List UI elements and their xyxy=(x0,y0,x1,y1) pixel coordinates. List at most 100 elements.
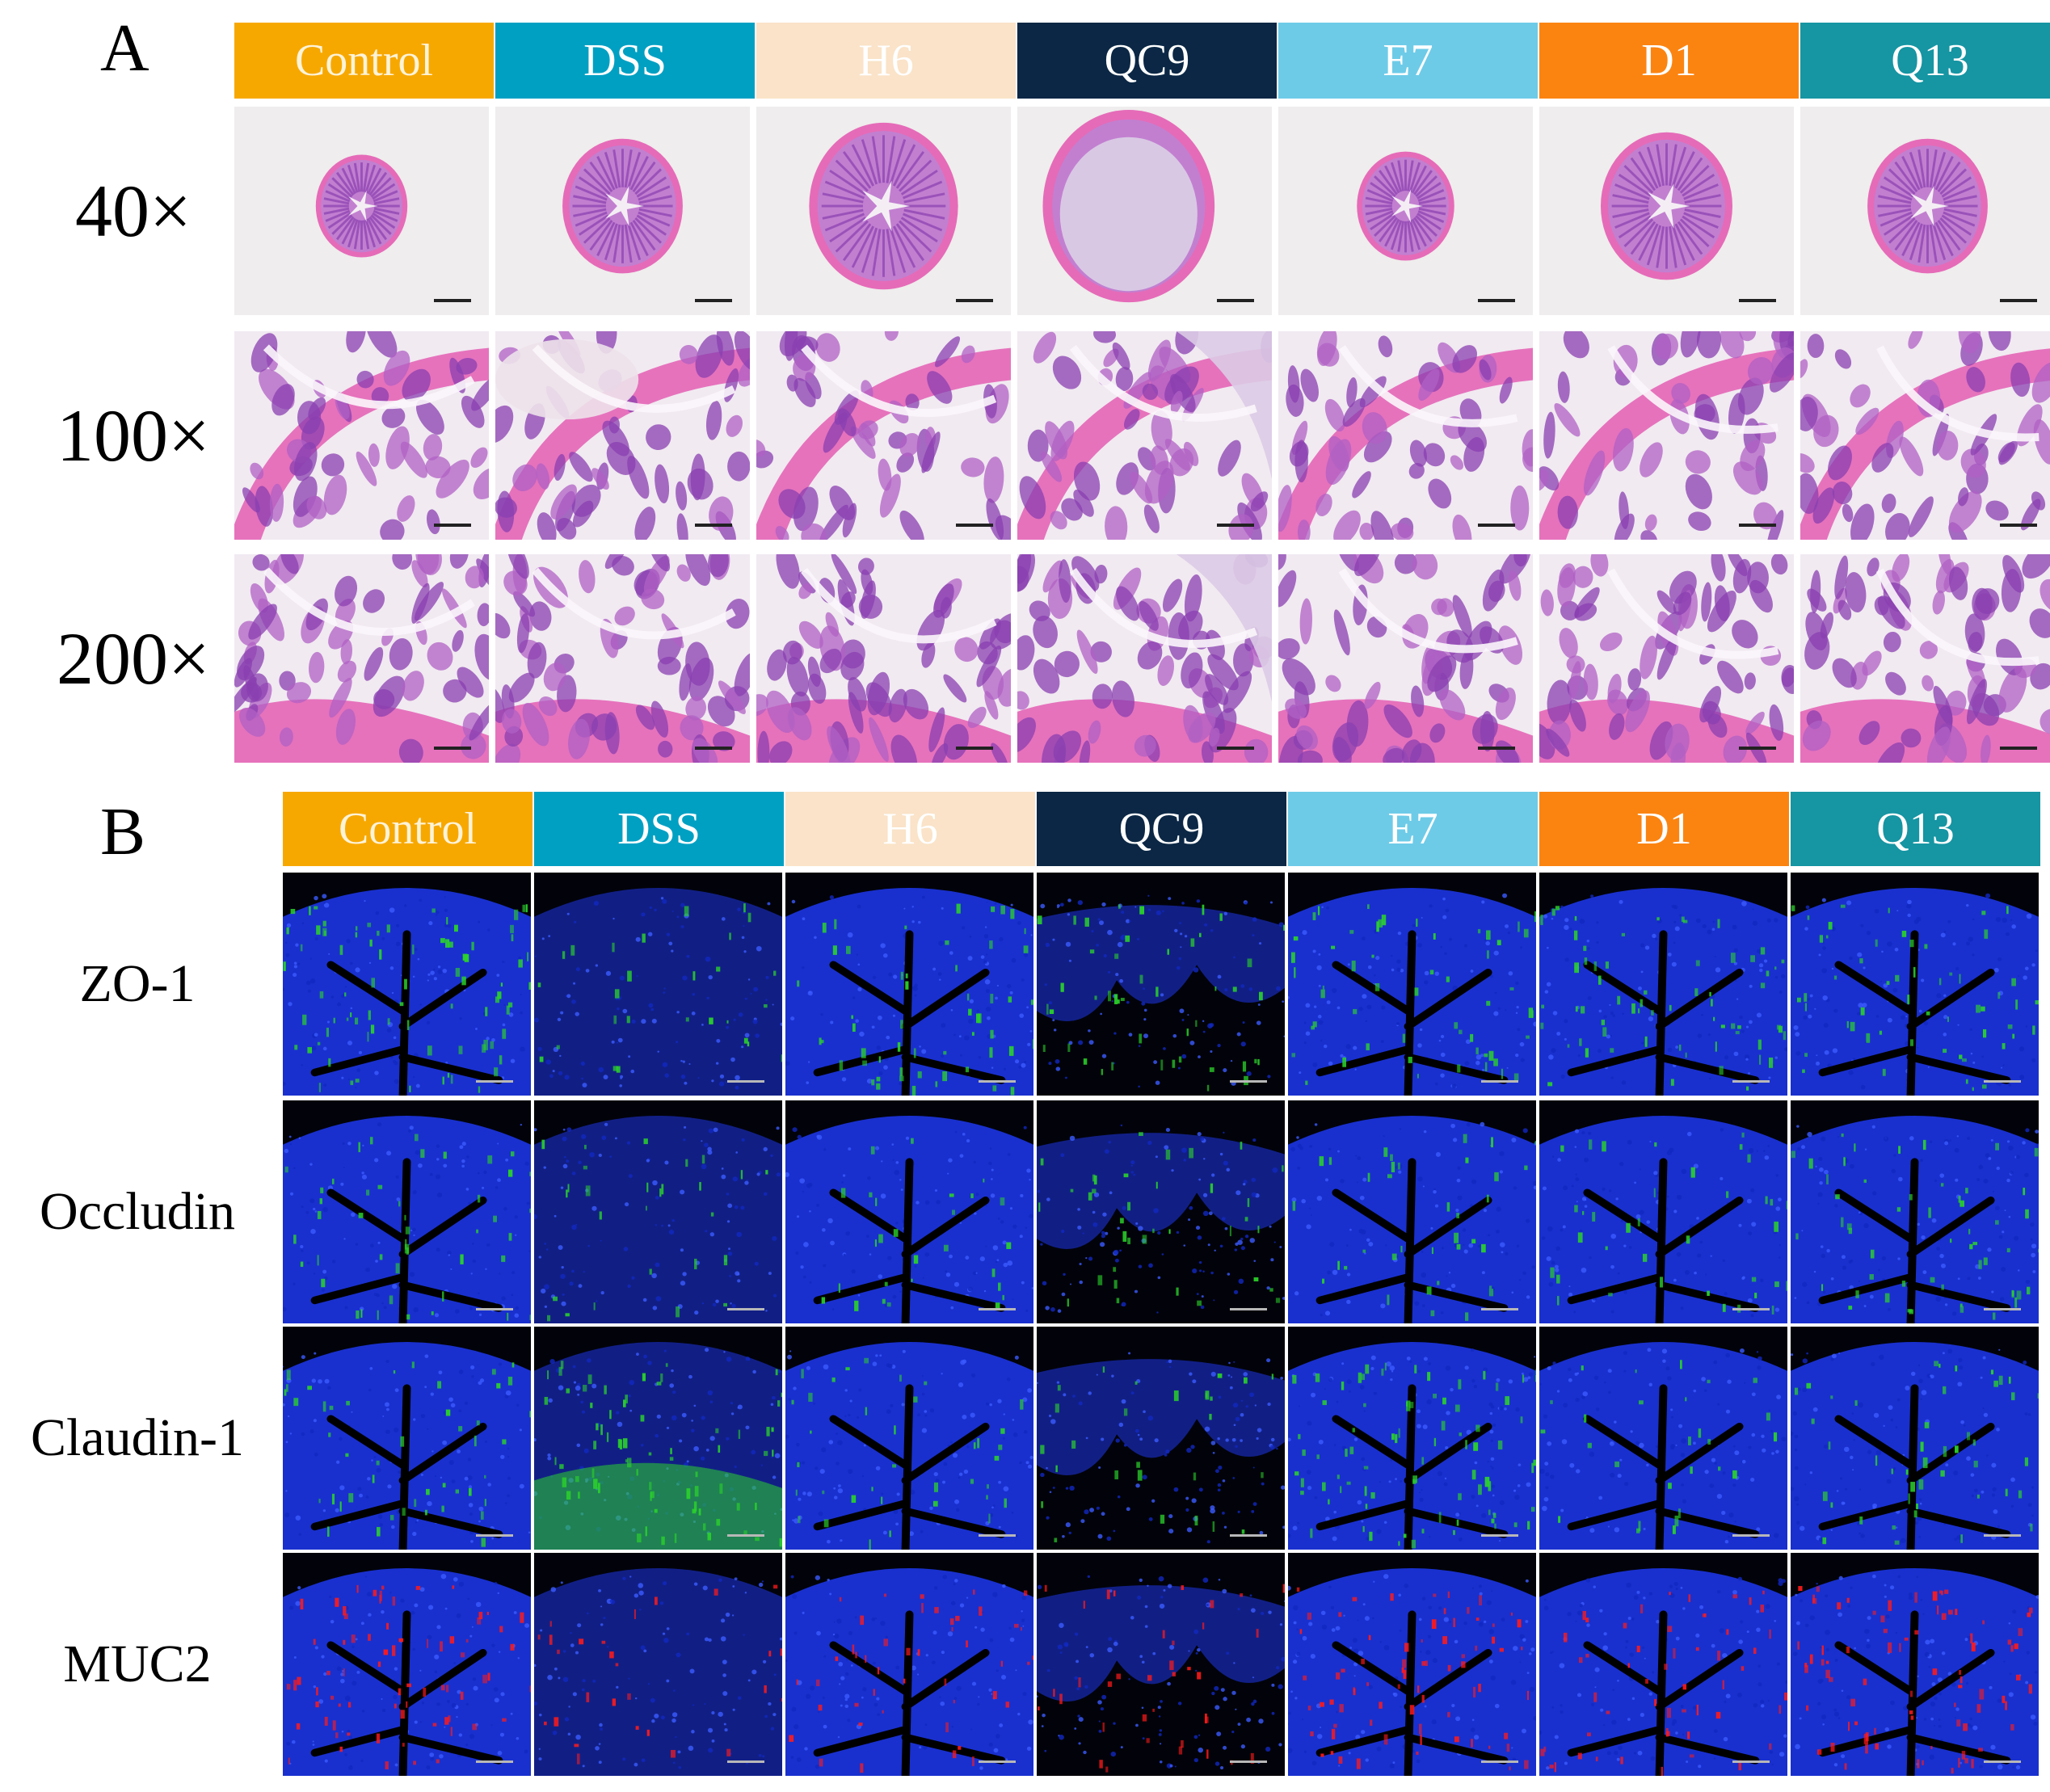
if-micrograph-image xyxy=(1539,888,1787,1096)
scale-bar xyxy=(2000,299,2037,302)
scale-bar xyxy=(1984,1534,2021,1537)
scale-bar xyxy=(1478,299,1515,302)
if-micrograph-r3-c4 xyxy=(1288,1553,1536,1776)
scale-bar xyxy=(979,1760,1016,1763)
he-micrograph-image xyxy=(756,331,1011,540)
scale-bar xyxy=(1481,1760,1518,1763)
if-micrograph-image xyxy=(1539,1568,1787,1776)
scale-bar xyxy=(1732,1760,1770,1763)
scale-bar xyxy=(695,747,732,750)
he-micrograph-image xyxy=(1539,554,1794,763)
if-micrograph-image xyxy=(283,1116,531,1323)
he-micrograph-r2-c3 xyxy=(1017,554,1272,763)
if-micrograph-r2-c3 xyxy=(1037,1327,1285,1550)
group-header-q13: Q13 xyxy=(1800,23,2050,99)
if-micrograph-r1-c6 xyxy=(1791,1100,2039,1323)
if-micrograph-r0-c0 xyxy=(283,873,531,1096)
scale-bar xyxy=(695,299,732,302)
scale-bar xyxy=(2000,524,2037,527)
he-micrograph-r1-c6 xyxy=(1800,331,2050,540)
if-micrograph-image xyxy=(534,1568,782,1776)
row-label-1: Occludin xyxy=(40,1182,235,1241)
scale-bar xyxy=(1230,1760,1267,1763)
group-header-q13: Q13 xyxy=(1791,792,2040,866)
row-label-3: MUC2 xyxy=(63,1634,212,1693)
he-micrograph-r0-c6 xyxy=(1800,107,2050,315)
group-header-d1: D1 xyxy=(1539,23,1799,99)
if-micrograph-image xyxy=(1791,1116,2039,1323)
scale-bar xyxy=(1217,524,1254,527)
scale-bar xyxy=(695,524,732,527)
panel-b-letter: B xyxy=(100,794,146,869)
row-label-0: ZO-1 xyxy=(79,954,196,1013)
row-label-2: Claudin-1 xyxy=(31,1408,244,1467)
scale-bar xyxy=(1732,1308,1770,1310)
he-micrograph-image xyxy=(234,331,489,540)
group-header-h6: H6 xyxy=(756,23,1016,99)
scale-bar xyxy=(434,747,471,750)
he-micrograph-r0-c0 xyxy=(234,107,489,315)
he-micrograph-image xyxy=(809,122,958,290)
scale-bar xyxy=(1217,299,1254,302)
he-micrograph-r2-c0 xyxy=(234,554,489,763)
he-micrograph-r0-c4 xyxy=(1278,107,1533,315)
if-micrograph-image xyxy=(785,1568,1033,1776)
he-micrograph-r1-c5 xyxy=(1539,331,1794,540)
he-micrograph-image xyxy=(1017,554,1272,763)
scale-bar xyxy=(727,1534,764,1537)
if-micrograph-image xyxy=(1288,888,1536,1096)
scale-bar xyxy=(1984,1080,2021,1083)
he-micrograph-r1-c3 xyxy=(1017,331,1272,540)
he-micrograph-r1-c1 xyxy=(495,331,750,540)
scale-bar xyxy=(434,524,471,527)
if-micrograph-image xyxy=(1791,1342,2039,1550)
if-micrograph-image xyxy=(283,1342,531,1550)
group-header-h6: H6 xyxy=(785,792,1035,866)
group-header-e7: E7 xyxy=(1288,792,1538,866)
scale-bar xyxy=(979,1534,1016,1537)
if-micrograph-r0-c3 xyxy=(1037,873,1285,1096)
scale-bar xyxy=(1481,1308,1518,1310)
he-micrograph-image xyxy=(315,154,408,258)
if-micrograph-image xyxy=(283,888,531,1096)
scale-bar xyxy=(1230,1080,1267,1083)
he-micrograph-image xyxy=(1017,331,1272,540)
if-micrograph-image xyxy=(1539,1342,1787,1550)
if-micrograph-image xyxy=(1037,1124,1285,1314)
if-micrograph-image xyxy=(1288,1568,1536,1776)
if-micrograph-r3-c2 xyxy=(785,1553,1033,1776)
if-micrograph-image xyxy=(785,888,1033,1096)
if-micrograph-image xyxy=(1037,1352,1285,1544)
scale-bar xyxy=(1217,747,1254,750)
scale-bar xyxy=(1478,524,1515,527)
group-header-qc9: QC9 xyxy=(1017,23,1277,99)
scale-bar xyxy=(1478,747,1515,750)
he-micrograph-image xyxy=(1357,151,1454,261)
he-micrograph-r1-c0 xyxy=(234,331,489,540)
row-label-2: 200× xyxy=(57,617,210,700)
if-micrograph-image xyxy=(534,888,782,1096)
he-micrograph-r1-c4 xyxy=(1278,331,1533,540)
if-micrograph-r1-c5 xyxy=(1539,1100,1787,1323)
group-header-d1: D1 xyxy=(1539,792,1789,866)
he-micrograph-image xyxy=(1539,331,1794,540)
if-micrograph-image xyxy=(534,1116,782,1323)
if-micrograph-image xyxy=(1037,1575,1285,1773)
scale-bar xyxy=(476,1760,513,1763)
he-micrograph-image xyxy=(1867,138,1988,274)
scale-bar xyxy=(2000,747,2037,750)
group-header-dss: DSS xyxy=(534,792,784,866)
row-label-1: 100× xyxy=(57,394,210,477)
scale-bar xyxy=(956,524,993,527)
if-micrograph-r2-c5 xyxy=(1539,1327,1787,1550)
he-micrograph-image xyxy=(1042,109,1215,303)
scale-bar xyxy=(979,1308,1016,1310)
scale-bar xyxy=(979,1080,1016,1083)
if-micrograph-r3-c0 xyxy=(283,1553,531,1776)
if-micrograph-r3-c3 xyxy=(1037,1553,1285,1776)
he-micrograph-image xyxy=(756,554,1011,763)
if-micrograph-image xyxy=(1288,1342,1536,1550)
if-micrograph-r1-c3 xyxy=(1037,1100,1285,1323)
he-micrograph-image xyxy=(1278,331,1533,540)
group-header-dss: DSS xyxy=(495,23,755,99)
